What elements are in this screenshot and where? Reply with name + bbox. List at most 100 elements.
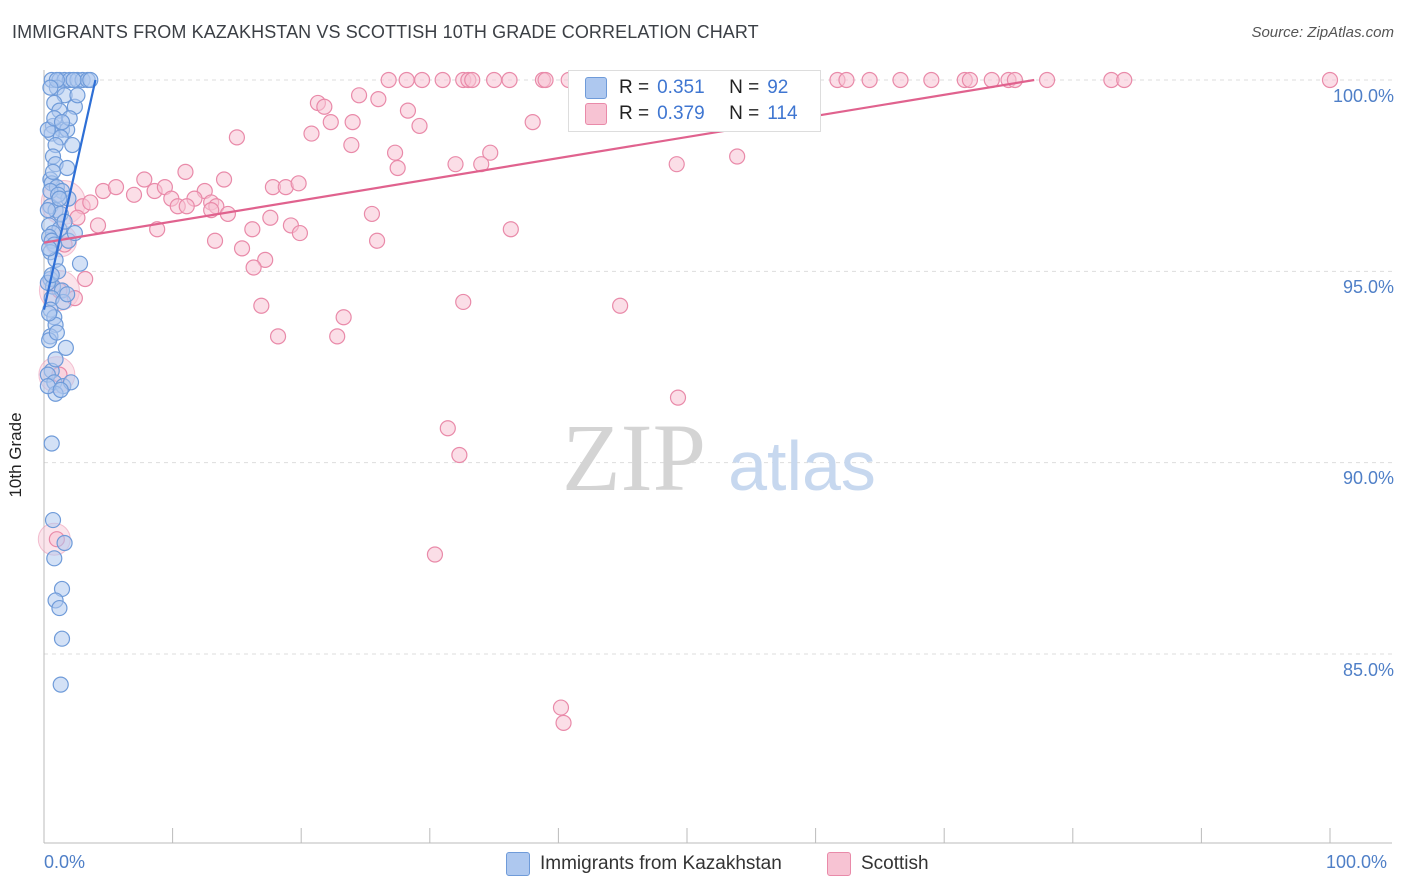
- scottish-point: [177, 163, 194, 180]
- scottish-point: [612, 297, 629, 314]
- r-value: 0.351: [657, 77, 705, 98]
- kazakhstan-point: [44, 511, 62, 529]
- kazakhstan-point: [69, 87, 86, 104]
- scottish-point: [1038, 71, 1056, 89]
- legend-item-kazakhstan[interactable]: Immigrants from Kazakhstan: [506, 852, 782, 876]
- kazakhstan-point: [41, 305, 58, 322]
- kazakhstan-trend-line: [42, 79, 97, 310]
- x-tick-label-max: 100.0%: [1326, 852, 1388, 872]
- scottish-point: [411, 117, 428, 135]
- scottish-point: [370, 91, 387, 108]
- scottish-point: [77, 270, 94, 288]
- gridlines: [44, 79, 1392, 655]
- scottish-point: [524, 113, 541, 131]
- scottish-point: [1116, 71, 1133, 89]
- n-value: 114: [767, 103, 798, 124]
- scottish-point: [434, 71, 451, 89]
- scottish-point: [82, 194, 99, 211]
- r-label: R =: [619, 103, 650, 124]
- scottish-point: [244, 221, 261, 238]
- kazakhstan-swatch: [585, 77, 607, 99]
- scottish-point: [552, 699, 570, 716]
- scottish-point: [262, 209, 279, 226]
- scottish-point: [233, 240, 251, 257]
- kazakhstan-point: [59, 286, 76, 303]
- scottish-point: [426, 546, 444, 563]
- kazakhstan-point: [46, 550, 63, 567]
- kazakhstan-point: [56, 534, 73, 552]
- kazakhstan-point: [59, 159, 76, 177]
- watermark-zip: ZIP: [562, 404, 706, 511]
- n-label: N =: [729, 77, 760, 98]
- scottish-point: [451, 446, 468, 464]
- scottish-point: [316, 98, 333, 115]
- scottish-point: [861, 71, 878, 89]
- scottish-point: [537, 71, 554, 89]
- scottish-point: [669, 389, 687, 406]
- scottish-point: [335, 309, 352, 326]
- trend-lines: [42, 78, 1035, 310]
- kazakhstan-point: [71, 255, 89, 272]
- scottish-point: [350, 87, 368, 104]
- scottish-point: [380, 71, 397, 89]
- series-legend: Immigrants from Kazakhstan Scottish: [0, 852, 1406, 878]
- scottish-point: [486, 71, 503, 89]
- scottish-point: [136, 171, 153, 188]
- scottish-point: [206, 232, 224, 249]
- legend-item-scottish[interactable]: Scottish: [827, 852, 929, 876]
- stats-legend: R = 0.351 N = 92 R = 0.379 N = 114: [568, 70, 821, 132]
- scottish-point: [386, 144, 404, 161]
- scottish-point: [501, 71, 518, 89]
- y-tick-label: 100.0%: [1332, 86, 1394, 106]
- scottish-point: [178, 198, 195, 215]
- scottish-point: [961, 71, 979, 89]
- scottish-point: [729, 148, 746, 165]
- scottish-legend-swatch: [827, 852, 851, 876]
- scottish-point: [322, 113, 339, 131]
- scottish-point: [215, 171, 233, 188]
- scottish-point: [344, 113, 361, 131]
- scottish-swatch: [585, 103, 607, 125]
- stats-row-scottish: R = 0.379 N = 114: [585, 102, 816, 126]
- scottish-point: [398, 71, 415, 89]
- kazakhstan-point: [53, 113, 71, 131]
- scottish-point: [107, 179, 125, 196]
- kazakhstan-point: [44, 163, 62, 180]
- r-label: R =: [619, 77, 650, 98]
- scottish-point: [482, 144, 499, 161]
- kazakhstan-points: [39, 71, 99, 693]
- scottish-point: [1321, 71, 1339, 89]
- kazakhstan-point: [47, 351, 64, 368]
- kazakhstan-point: [53, 630, 71, 647]
- scottish-point: [228, 129, 245, 146]
- source-note: Source: ZipAtlas.com: [1251, 24, 1394, 41]
- scottish-point: [363, 205, 381, 223]
- scottish-point: [291, 224, 309, 242]
- scottish-point: [368, 232, 386, 249]
- kazakhstan-point: [48, 324, 65, 341]
- watermark-atlas: atlas: [728, 427, 876, 505]
- scottish-point: [399, 102, 417, 119]
- kazakhstan-point: [64, 136, 81, 154]
- watermark: ZIP atlas: [562, 404, 876, 511]
- scottish-point: [89, 217, 107, 234]
- scottish-point: [1006, 71, 1024, 89]
- y-tick-label: 90.0%: [1342, 468, 1394, 488]
- scottish-point: [269, 328, 287, 345]
- scottish-trend-line: [43, 78, 1035, 244]
- legend-label-kazakhstan: Immigrants from Kazakhstan: [540, 853, 782, 874]
- x-tick-label-min: 0.0%: [44, 852, 86, 872]
- scottish-point: [923, 71, 940, 89]
- n-label: N =: [729, 103, 760, 124]
- kazakhstan-point: [51, 190, 68, 207]
- legend-label-scottish: Scottish: [861, 853, 929, 874]
- kazakhstan-point: [41, 240, 58, 257]
- y-tick-label: 95.0%: [1342, 277, 1394, 297]
- scottish-point: [389, 159, 406, 177]
- scottish-point: [555, 714, 572, 731]
- scottish-point: [668, 156, 685, 173]
- scottish-point: [329, 328, 346, 345]
- kazakhstan-point: [51, 599, 68, 617]
- scottish-point: [245, 259, 262, 276]
